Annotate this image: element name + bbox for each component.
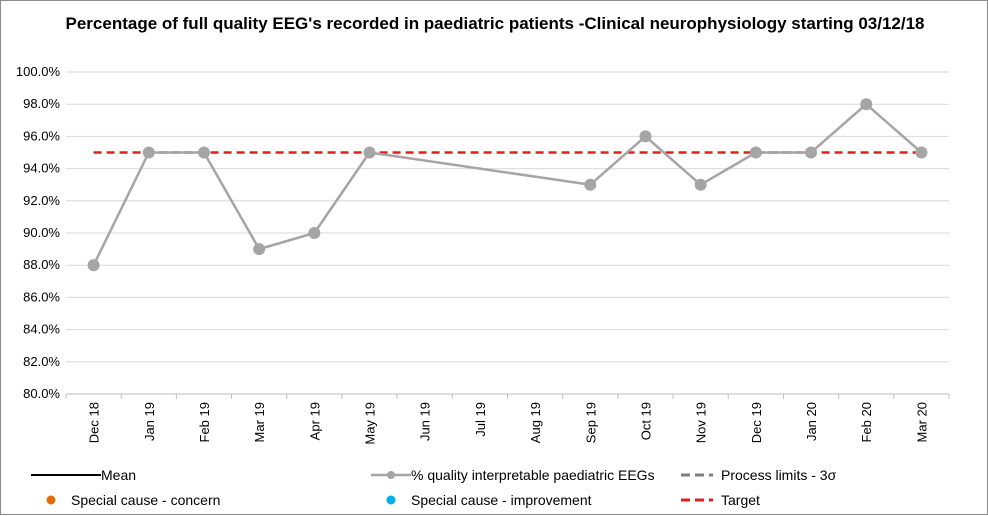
y-tick-label: 84.0% <box>23 322 60 337</box>
data-point <box>915 146 928 159</box>
x-tick-label: Apr 19 <box>307 402 322 440</box>
x-tick-label: Jan 20 <box>804 402 819 441</box>
x-axis: Dec 18 Jan 19 Feb 19 Mar 19 Apr 19 May 19 Jun … <box>65 393 950 445</box>
data-point <box>694 178 707 191</box>
x-tick-label: Oct 19 <box>638 402 653 440</box>
x-tick-label: Mar 20 <box>914 402 929 442</box>
x-tick-label: Feb 19 <box>197 402 212 442</box>
data-point <box>253 243 266 256</box>
y-axis-ticks: 80.0% 82.0% 84.0% 86.0% 88.0% 90.0% 92.0% 94.0%… <box>16 64 61 401</box>
legend-swatch-marker <box>387 471 395 479</box>
data-point <box>749 146 762 159</box>
x-tick-label: Nov 19 <box>694 402 709 443</box>
y-tick-label: 92.0% <box>23 193 60 208</box>
legend-item: Process limits - 3σ <box>681 467 837 483</box>
data-point <box>308 227 321 239</box>
data-point <box>639 130 652 143</box>
legend-item: Mean <box>31 467 136 483</box>
legend: Mean % quality interpretable paediatric E… <box>31 467 837 508</box>
legend-item: Special cause - concern <box>46 492 220 508</box>
x-tick-label: Sep 19 <box>583 402 598 443</box>
legend-item: % quality interpretable paediatric EEGs <box>371 467 655 483</box>
y-tick-label: 88.0% <box>23 257 60 272</box>
legend-swatch-dot <box>386 495 396 505</box>
x-tick-label: Mar 19 <box>252 402 267 442</box>
x-tick-label: May 19 <box>363 402 378 445</box>
x-tick-label: Dec 18 <box>87 402 102 443</box>
y-tick-label: 96.0% <box>23 128 60 143</box>
y-tick-label: 94.0% <box>23 161 60 176</box>
y-tick-label: 82.0% <box>23 354 60 369</box>
chart-title: Percentage of full quality EEG's recorde… <box>66 14 925 33</box>
legend-label: Mean <box>101 467 136 483</box>
data-point <box>860 98 873 111</box>
series-layer <box>87 98 928 272</box>
x-tick-label: Jan 19 <box>142 402 157 441</box>
legend-label: Target <box>721 492 760 508</box>
y-tick-label: 98.0% <box>23 96 60 111</box>
legend-item: Special cause - improvement <box>386 492 592 508</box>
x-tick-label: Aug 19 <box>528 402 543 443</box>
y-tick-label: 86.0% <box>23 289 60 304</box>
legend-item: Target <box>681 492 760 508</box>
legend-label: Process limits - 3σ <box>721 467 837 483</box>
data-point <box>363 146 376 159</box>
x-tick-label: Feb 20 <box>859 402 874 442</box>
y-tick-label: 100.0% <box>16 64 61 79</box>
x-tick-label: Jun 19 <box>418 402 433 441</box>
y-tick-label: 80.0% <box>23 386 60 401</box>
gridlines <box>66 71 949 363</box>
legend-label: Special cause - concern <box>71 492 220 508</box>
x-tick-label: Dec 19 <box>749 402 764 443</box>
y-tick-label: 90.0% <box>23 225 60 240</box>
legend-label: % quality interpretable paediatric EEGs <box>411 467 655 483</box>
data-point <box>584 178 597 191</box>
data-point <box>87 259 100 272</box>
data-point <box>142 146 155 159</box>
legend-swatch-dot <box>46 495 56 505</box>
legend-label: Special cause - improvement <box>411 492 592 508</box>
quality-series-line <box>92 102 923 266</box>
x-tick-label: Jul 19 <box>473 402 488 437</box>
data-point <box>197 146 210 159</box>
data-point <box>805 146 818 159</box>
